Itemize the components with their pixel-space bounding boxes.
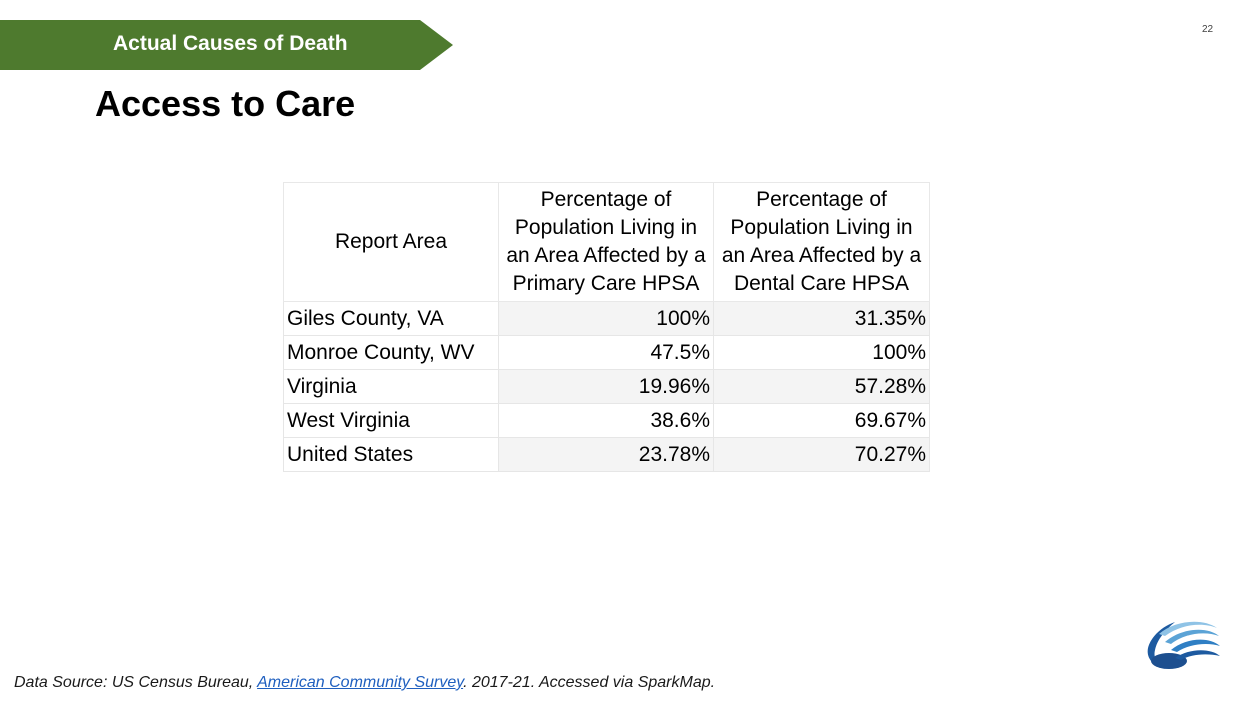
banner-arrow-shape bbox=[0, 20, 453, 70]
column-header-primary-care: Percentage of Population Living in an Ar… bbox=[498, 182, 714, 302]
table-row: Virginia 19.96% 57.28% bbox=[283, 369, 930, 404]
primary-care-cell: 23.78% bbox=[498, 437, 714, 472]
report-area-cell: Virginia bbox=[283, 369, 499, 404]
section-banner: Actual Causes of Death bbox=[0, 20, 453, 70]
table-header-row: Report Area Percentage of Population Liv… bbox=[283, 182, 930, 302]
dental-care-cell: 70.27% bbox=[713, 437, 930, 472]
report-area-cell: Giles County, VA bbox=[283, 301, 499, 336]
dental-care-cell: 57.28% bbox=[713, 369, 930, 404]
primary-care-cell: 19.96% bbox=[498, 369, 714, 404]
primary-care-cell: 100% bbox=[498, 301, 714, 336]
source-suffix: . 2017-21. Accessed via SparkMap. bbox=[463, 674, 716, 691]
dental-care-cell: 100% bbox=[713, 335, 930, 370]
hpsa-table: Report Area Percentage of Population Liv… bbox=[283, 182, 930, 472]
source-prefix: Data Source: US Census Bureau, bbox=[14, 674, 258, 691]
dental-care-cell: 31.35% bbox=[713, 301, 930, 336]
column-header-dental-care: Percentage of Population Living in an Ar… bbox=[713, 182, 930, 302]
table-row: Giles County, VA 100% 31.35% bbox=[283, 301, 930, 336]
table-row: West Virginia 38.6% 69.67% bbox=[283, 403, 930, 438]
primary-care-cell: 38.6% bbox=[498, 403, 714, 438]
column-header-report-area: Report Area bbox=[283, 182, 499, 302]
organization-logo-icon bbox=[1145, 614, 1221, 679]
american-community-survey-link[interactable]: American Community Survey bbox=[257, 674, 464, 691]
page-title: Access to Care bbox=[95, 83, 356, 124]
page-number: 22 bbox=[1202, 24, 1214, 35]
table-row: Monroe County, WV 47.5% 100% bbox=[283, 335, 930, 370]
report-area-cell: West Virginia bbox=[283, 403, 499, 438]
report-area-cell: United States bbox=[283, 437, 499, 472]
table-row: United States 23.78% 70.27% bbox=[283, 437, 930, 472]
data-source-note: Data Source: US Census Bureau, American … bbox=[14, 674, 715, 692]
primary-care-cell: 47.5% bbox=[498, 335, 714, 370]
section-label: Actual Causes of Death bbox=[113, 32, 348, 55]
dental-care-cell: 69.67% bbox=[713, 403, 930, 438]
report-area-cell: Monroe County, WV bbox=[283, 335, 499, 370]
